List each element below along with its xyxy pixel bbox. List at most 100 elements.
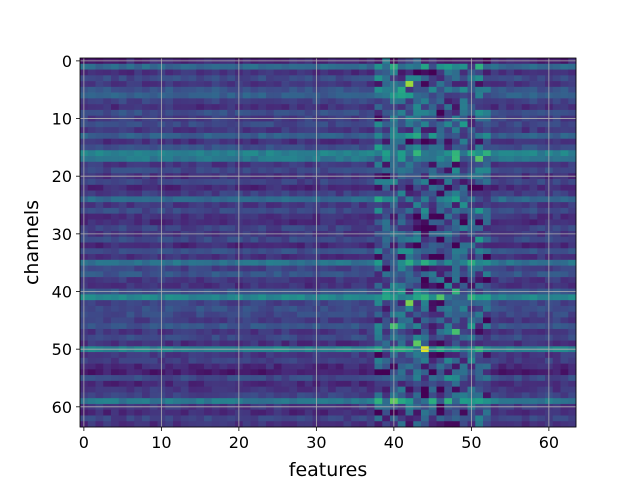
heatmap-cell (537, 415, 546, 422)
heatmap-cell (242, 121, 251, 128)
heatmap-cell (328, 265, 337, 272)
heatmap-cell (165, 317, 174, 324)
heatmap-cell (266, 375, 275, 382)
heatmap-cell (87, 334, 96, 341)
heatmap-cell (452, 369, 461, 376)
heatmap-cell (366, 127, 375, 134)
heatmap-cell (490, 386, 499, 393)
heatmap-cell (359, 63, 368, 70)
heatmap-cell (118, 63, 127, 70)
heatmap-cell (95, 81, 104, 88)
heatmap-cell (475, 207, 484, 215)
heatmap-cell (281, 363, 290, 370)
heatmap-cell (483, 156, 492, 163)
heatmap-cell (529, 300, 538, 307)
heatmap-cell (204, 352, 213, 359)
heatmap-cell (219, 242, 228, 249)
heatmap-cell (219, 98, 228, 105)
heatmap-cell (304, 398, 313, 405)
heatmap-cell (366, 398, 375, 405)
heatmap-cell (281, 161, 290, 168)
heatmap-cell (452, 104, 461, 111)
heatmap-cell (568, 132, 577, 140)
heatmap-cell (459, 265, 468, 272)
heatmap-cell (204, 196, 213, 203)
heatmap-cell (514, 81, 523, 88)
heatmap-cell (343, 323, 352, 330)
heatmap-cell (328, 305, 337, 313)
heatmap-cell (343, 202, 352, 209)
x-tick-label: 50 (461, 433, 481, 452)
heatmap-cell (149, 156, 158, 163)
heatmap-cell (521, 196, 530, 203)
heatmap-cell (413, 375, 422, 382)
heatmap-cell (111, 207, 120, 215)
heatmap-cell (397, 328, 406, 336)
heatmap-cell (87, 294, 96, 301)
heatmap-cell (490, 127, 499, 134)
heatmap-cell (397, 196, 406, 203)
heatmap-cell (250, 323, 259, 330)
heatmap-cell (452, 317, 461, 324)
heatmap-cell (196, 75, 205, 82)
heatmap-cell (521, 104, 530, 111)
heatmap-cell (103, 300, 112, 307)
heatmap-cell (134, 357, 143, 364)
heatmap-cell (537, 265, 546, 272)
heatmap-cell (134, 207, 143, 215)
heatmap-cell (304, 352, 313, 359)
heatmap-cell (250, 179, 259, 186)
heatmap-cell (142, 352, 151, 359)
heatmap-cell (351, 277, 360, 284)
heatmap-cell (514, 311, 523, 318)
heatmap-cell (428, 369, 437, 376)
heatmap-cell (568, 202, 577, 209)
heatmap-cell (421, 340, 430, 347)
heatmap-cell (351, 150, 360, 157)
heatmap-cell (552, 219, 561, 226)
heatmap-cell (421, 409, 430, 416)
heatmap-cell (304, 311, 313, 318)
heatmap-cell (359, 144, 368, 151)
heatmap-cell (521, 121, 530, 128)
heatmap-cell (521, 352, 530, 359)
heatmap-cell (382, 92, 391, 99)
heatmap-cell (95, 179, 104, 186)
heatmap-cell (304, 363, 313, 370)
heatmap-cell (165, 311, 174, 318)
heatmap-cell (529, 144, 538, 151)
heatmap-cell (483, 207, 492, 215)
heatmap-cell (397, 81, 406, 88)
heatmap-cell (320, 167, 329, 174)
heatmap-cell (111, 81, 120, 88)
heatmap-cell (382, 340, 391, 347)
heatmap-cell (421, 144, 430, 151)
heatmap-cell (397, 225, 406, 232)
heatmap-cell (444, 179, 453, 186)
heatmap-cell (304, 369, 313, 376)
heatmap-cell (134, 104, 143, 111)
heatmap-cell (444, 69, 453, 76)
heatmap-cell (397, 421, 406, 428)
heatmap-cell (366, 363, 375, 370)
heatmap-cell (343, 207, 352, 215)
heatmap-cell (537, 109, 546, 117)
heatmap-cell (366, 300, 375, 307)
heatmap-cell (529, 311, 538, 318)
heatmap-cell (103, 184, 112, 191)
heatmap-cell (204, 259, 213, 266)
heatmap-cell (180, 363, 189, 370)
heatmap-cell (452, 380, 461, 387)
heatmap-cell (118, 305, 127, 313)
heatmap-cell (204, 156, 213, 163)
heatmap-cell (444, 277, 453, 284)
heatmap-cell (529, 156, 538, 163)
heatmap-cell (405, 207, 414, 215)
heatmap-cell (196, 184, 205, 191)
heatmap-cell (328, 415, 337, 422)
heatmap-cell (444, 328, 453, 336)
heatmap-cell (242, 236, 251, 243)
heatmap-cell (560, 69, 569, 76)
heatmap-cell (111, 196, 120, 203)
heatmap-cell (304, 202, 313, 209)
